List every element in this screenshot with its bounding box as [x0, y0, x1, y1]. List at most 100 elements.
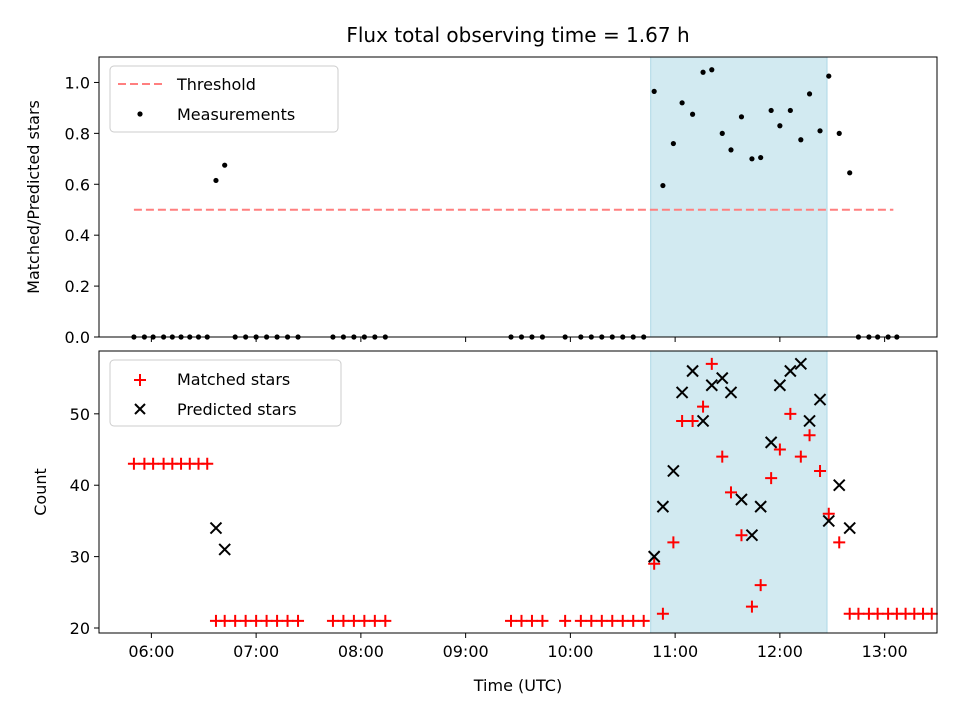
x-tick-label: 07:00 — [233, 642, 279, 661]
measurement-point — [213, 177, 219, 184]
matched-star-point — [735, 529, 748, 542]
matched-star-point — [822, 507, 835, 520]
measurement-point — [719, 130, 725, 136]
legend-matched-swatch — [134, 374, 146, 386]
predicted-star-point — [803, 414, 816, 428]
matched-star-point — [337, 614, 350, 627]
matched-star-point — [803, 429, 816, 442]
predicted-star-point — [773, 379, 787, 392]
legend-predicted-swatch — [134, 403, 146, 415]
matched-star-point — [724, 486, 737, 499]
bottom-y-tick-label: 40 — [70, 476, 90, 495]
bottom-plot-frame — [98, 350, 938, 634]
x-tick-label: 08:00 — [338, 642, 384, 661]
bottom-y-tick-label: 30 — [70, 548, 90, 567]
matched-star-point — [368, 614, 381, 627]
measurement-point — [679, 100, 685, 106]
top-panel: 0.0 0.2 0.4 0.6 0.8 1.0 Matched/Predicted sta… — [24, 56, 938, 347]
matched-star-point — [616, 614, 629, 627]
predicted-star-point — [209, 521, 223, 535]
matched-star-point — [705, 357, 718, 370]
bottom-x-axis: 06:00 07:00 08:00 09:00 10:00 11:00 12:00 13:00 — [128, 633, 908, 661]
top-y-tick-label: 0.4 — [65, 226, 90, 245]
predicted-star-point — [696, 414, 710, 428]
measurement-point — [728, 147, 734, 153]
measurement-point — [787, 107, 793, 114]
matched-star-point — [326, 614, 339, 627]
top-y-axis-label: Matched/Predicted stars — [24, 100, 43, 294]
matched-star-point — [281, 614, 294, 627]
measurement-point — [798, 137, 804, 143]
predicted-star-point — [716, 371, 729, 385]
matched-star-point — [765, 472, 778, 485]
top-y-tick-label: 0.6 — [65, 175, 90, 194]
top-x-ticks — [150, 337, 886, 342]
predicted-stars-points — [209, 357, 856, 563]
measurement-point — [826, 73, 832, 79]
measurement-point — [768, 107, 774, 114]
bottom-y-tick-label: 20 — [70, 619, 90, 638]
matched-star-point — [676, 414, 689, 427]
measurement-point — [806, 91, 813, 97]
matched-star-point — [347, 614, 360, 627]
matched-star-point — [559, 614, 572, 627]
predicted-star-point — [675, 386, 689, 399]
legend-threshold-label: Threshold — [176, 75, 256, 94]
measurement-point — [817, 128, 823, 134]
measurement-point — [749, 156, 755, 162]
x-tick-label: 11:00 — [652, 642, 698, 661]
legend-measurements-swatch — [137, 111, 143, 117]
predicted-star-point — [833, 479, 846, 492]
top-legend: Threshold Measurements — [109, 65, 339, 133]
matched-star-point — [271, 614, 284, 627]
predicted-star-point — [822, 514, 835, 528]
predicted-star-point — [735, 493, 748, 506]
predicted-star-point — [705, 379, 718, 392]
matched-star-point — [833, 536, 846, 549]
chart-title: Flux total observing time = 1.67 h — [346, 23, 689, 47]
matched-star-point — [536, 614, 549, 627]
matched-star-point — [239, 614, 252, 627]
matched-star-point — [250, 614, 263, 627]
matched-star-point — [656, 607, 669, 620]
matched-star-point — [697, 400, 710, 413]
top-y-tick-label: 1.0 — [65, 73, 90, 92]
measurement-point — [777, 123, 783, 129]
bottom-legend: Matched stars Predicted stars — [109, 359, 342, 427]
top-y-axis: 0.0 0.2 0.4 0.6 0.8 1.0 — [65, 73, 99, 347]
measurement-point — [670, 140, 676, 147]
predicted-star-point — [843, 521, 856, 535]
top-plot-frame — [98, 56, 938, 338]
matched-star-point — [585, 614, 598, 627]
legend-matched-label: Matched stars — [177, 370, 290, 389]
x-tick-label: 06:00 — [128, 642, 174, 661]
predicted-star-point — [218, 543, 231, 556]
matched-star-point — [127, 457, 140, 470]
predicted-star-point — [794, 357, 808, 371]
legend-measurements-label: Measurements — [177, 105, 295, 124]
matched-star-point — [379, 614, 392, 627]
matched-star-point — [292, 614, 305, 627]
predicted-star-point — [754, 500, 767, 513]
matched-stars-points — [127, 357, 938, 627]
predicted-star-point — [813, 393, 827, 406]
measurement-point — [660, 182, 666, 189]
matched-star-point — [525, 614, 538, 627]
measurement-point — [700, 69, 706, 75]
matched-star-point — [745, 600, 758, 613]
x-tick-label: 12:00 — [757, 642, 803, 661]
bottom-y-tick-label: 50 — [70, 405, 90, 424]
measurement-point — [651, 88, 657, 94]
bottom-panel: 06:00 07:00 08:00 09:00 10:00 11:00 12:00 13:00… — [31, 350, 938, 695]
measurement-point — [222, 162, 228, 168]
measurement-point — [738, 114, 745, 120]
x-tick-label: 10:00 — [547, 642, 593, 661]
x-tick-label: 09:00 — [443, 642, 489, 661]
predicted-star-point — [647, 550, 661, 563]
matched-star-point — [229, 614, 242, 627]
predicted-star-point — [784, 364, 797, 378]
top-y-tick-label: 0.2 — [65, 277, 90, 296]
matched-star-point — [627, 614, 640, 627]
matched-star-point — [773, 443, 786, 456]
